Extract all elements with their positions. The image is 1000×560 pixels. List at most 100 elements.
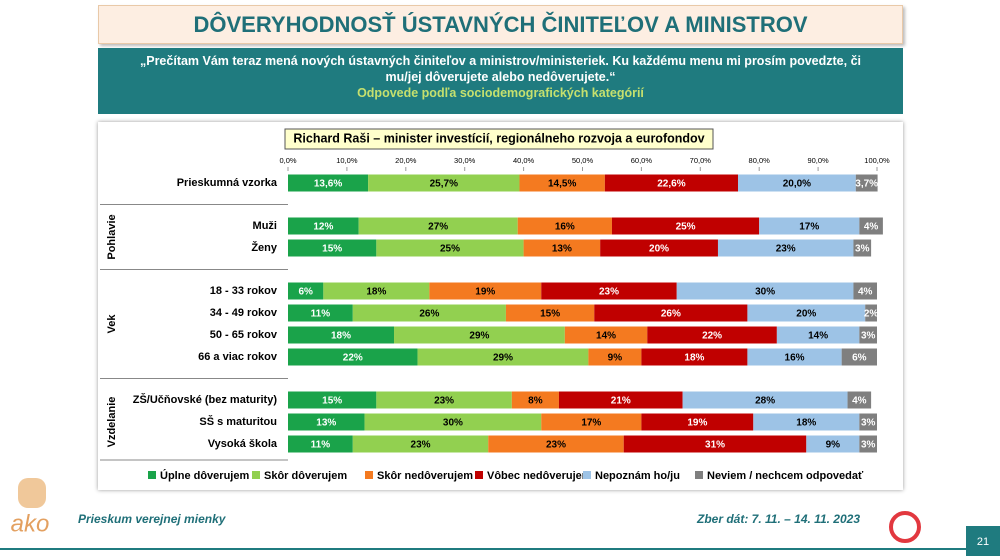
value-label: 13,6% [314,179,342,190]
value-label: 18% [684,353,704,364]
question: „Prečítam Vám teraz mená nových ústavnýc… [139,54,862,84]
bar-segment [682,391,848,409]
bar-segment [288,217,359,235]
bar-segment [519,174,605,192]
value-label: 29% [469,331,489,342]
value-label: 15% [322,396,342,407]
legend-label: Vôbec nedôverujem [487,470,592,482]
value-label: 12% [313,222,333,233]
bar-segment [511,391,559,409]
category-label: Ženy [251,241,278,254]
bar-segment [717,239,854,257]
value-label: 31% [705,440,725,451]
value-label: 4% [858,287,873,298]
footer-dates: Zber dát: 7. 11. – 14. 11. 2023 [696,512,860,526]
bar-segment [288,326,395,344]
value-label: 3% [855,244,870,255]
bar-segment [676,282,854,300]
bar-segment [641,348,748,366]
value-label: 14% [596,331,616,342]
category-label: 66 a viac rokov [198,351,278,363]
bar-segment [288,174,369,192]
value-label: 13% [552,244,572,255]
bar-segment [759,217,860,235]
bar-segment [853,239,872,257]
category-label: Muži [253,220,277,232]
page-number-box [966,526,1000,556]
logo-text: ako [11,510,50,537]
logo-head [18,478,46,508]
value-label: 25% [440,244,460,255]
bar-segment [288,348,418,366]
bar-segment [611,217,760,235]
category-label: 18 - 33 rokov [210,285,278,297]
value-label: 3% [861,418,876,429]
bar-segment [737,174,856,192]
bar-segment [288,239,377,257]
bar-segment [855,174,878,192]
bar-segment [594,304,748,322]
bar-segment [859,217,883,235]
bar-segment [841,348,877,366]
page-number: 21 [977,536,989,548]
value-label: 6% [852,353,867,364]
x-tick-label: 30,0% [454,156,476,165]
value-label: 28% [755,396,775,407]
value-label: 22% [343,353,363,364]
category-label: ZŠ/Učňovské (bez maturity) [133,393,278,406]
x-tick-label: 90,0% [807,156,829,165]
value-label: 15% [540,309,560,320]
slide-title: DÔVERYHODNOSŤ ÚSTAVNÝCH ČINITEĽOV A MINI… [98,5,903,44]
category-label: 34 - 49 rokov [210,307,278,319]
bar-segment [753,413,860,431]
value-label: 14% [808,331,828,342]
legend-label: Úplne dôverujem [160,469,249,482]
partner-logo [889,511,921,543]
value-label: 3% [861,331,876,342]
group-label: Vek [106,314,118,334]
footer-line [0,548,1000,550]
legend-marker [252,471,260,479]
bar-segment [600,239,718,257]
value-label: 25% [676,222,696,233]
bar-segment [417,348,589,366]
logo: ako [11,478,50,537]
legend-label: Neviem / nechcem odpovedať [707,470,864,482]
bar-segment [429,282,542,300]
bar-segment [288,282,324,300]
bar-segment [647,326,777,344]
bar-segment [352,304,506,322]
legend-label: Skôr nedôverujem [377,470,473,482]
subtitle: Odpovede podľa sociodemografických kateg… [357,86,644,100]
bar-segment [523,239,601,257]
bar-segment [853,282,877,300]
value-label: 18% [331,331,351,342]
value-label: 13% [316,418,336,429]
value-label: 23% [599,287,619,298]
value-label: 30% [443,418,463,429]
value-label: 9% [608,353,623,364]
legend-label: Skôr dôverujem [264,470,347,482]
category-label: Prieskumná vzorka [177,177,278,189]
value-label: 3,7% [855,179,878,190]
bar-segment [488,435,624,453]
bar-segment [865,304,877,322]
intro-box: „Prečítam Vám teraz mená nových ústavnýc… [98,48,903,114]
bar-segment [564,326,648,344]
value-label: 30% [755,287,775,298]
value-label: 23% [411,440,431,451]
category-label: SŠ s maturitou [199,415,277,428]
bar-segment [376,239,524,257]
value-label: 11% [311,309,331,320]
bar-segment [352,435,489,453]
bar-segment [558,391,683,409]
value-label: 18% [366,287,386,298]
value-label: 17% [581,418,601,429]
x-tick-label: 70,0% [690,156,712,165]
bar-segment [604,174,738,192]
value-label: 17% [799,222,819,233]
value-label: 29% [493,353,513,364]
bar-segment [517,217,612,235]
value-label: 21% [611,396,631,407]
